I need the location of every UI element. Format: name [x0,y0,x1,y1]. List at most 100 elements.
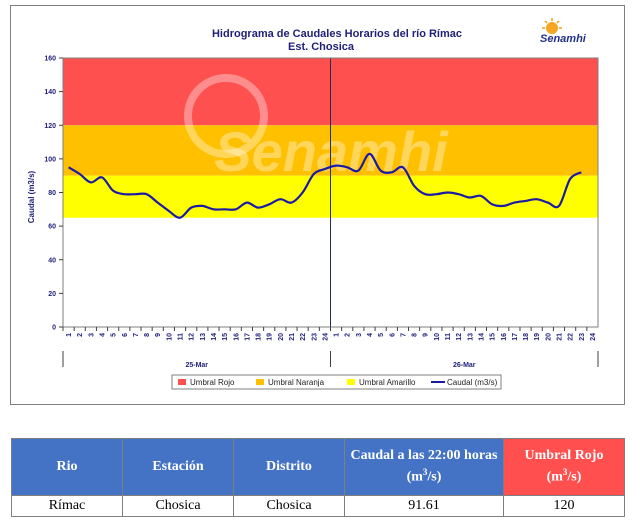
header-caudal-unit-exp: 3 [422,467,428,478]
x-tick-label: 10 [434,333,441,341]
header-umbral-text: Umbral Rojo [524,448,604,464]
x-tick-label: 20 [278,333,285,341]
header-rio: Rio [11,438,123,496]
cell-caudal: 91.61 [344,495,504,517]
header-estacion: Estación [122,438,234,496]
x-tick-label: 13 [467,333,474,341]
x-tick-label: 6 [389,333,396,337]
header-caudal-unit-open: (m [406,469,423,485]
x-tick-label: 22 [568,333,575,341]
watermark: Senamhi [184,74,449,183]
x-tick-label: 17 [244,333,251,341]
header-umbral-unit-open: (m [546,469,563,485]
header-caudal: Caudal a las 22:00 horas (m3/s) [344,438,504,496]
x-tick-label: 21 [556,333,563,341]
y-tick-label: 60 [48,224,56,231]
x-tick-label: 23 [311,333,318,341]
chart-subtitle: Est. Chosica [288,41,355,53]
x-tick-label: 4 [100,333,107,337]
x-tick-label: 8 [412,333,419,337]
cell-distrito: Chosica [233,495,345,517]
y-tick-label: 80 [48,190,56,197]
x-tick-label: 7 [133,333,140,337]
x-tick-label: 17 [512,333,519,341]
legend-label: Umbral Rojo [190,378,235,387]
x-tick-label: 5 [111,333,118,337]
x-tick-label: 15 [490,333,497,341]
series-layer [68,152,582,219]
x-tick-label: 12 [189,333,196,341]
x-tick-label: 2 [345,333,352,337]
day-label: 25-Mar [185,362,208,369]
header-umbral-unit-exp: 3 [562,467,568,478]
x-tick-label: 18 [256,333,263,341]
x-tick-label: 14 [211,333,218,341]
legend-swatch [178,379,186,385]
hydrograph-chart: Hidrograma de Caudales Horarios del río … [27,18,599,390]
x-tick-label: 23 [579,333,586,341]
y-tick-label: 140 [44,89,56,96]
brand-name: Senamhi [540,33,587,45]
x-tick-label: 8 [144,333,151,337]
table-header-row: Rio Estación Distrito Caudal a las 22:00… [11,438,625,496]
summary-table: Rio Estación Distrito Caudal a las 22:00… [11,438,625,517]
x-tick-label: 19 [534,333,541,341]
senamhi-logo: Senamhi [540,18,587,45]
sun-icon [542,18,562,34]
legend: Umbral Rojo Umbral Naranja Umbral Amarillo… [171,374,502,390]
x-tick-label: 11 [445,333,452,341]
x-tick-label: 9 [155,333,162,337]
legend-swatch [256,379,264,385]
x-tick-label: 21 [289,333,296,341]
x-tick-label: 1 [334,333,341,337]
cell-rio: Rímac [11,495,123,517]
x-tick-label: 1 [66,333,73,337]
x-tick-label: 24 [590,333,597,341]
cell-estacion: Chosica [122,495,234,517]
y-tick-label: 0 [52,325,56,332]
x-tick-label: 5 [378,333,385,337]
y-tick-label: 20 [48,291,56,298]
x-tick-label: 10 [166,333,173,341]
header-umbral-unit-close: /s) [567,469,582,485]
x-tick-label: 4 [367,333,374,337]
x-tick-label: 9 [423,333,430,337]
y-tick-label: 40 [48,257,56,264]
x-tick-label: 13 [200,333,207,341]
x-tick-label: 12 [456,333,463,341]
x-tick-label: 3 [356,333,363,337]
chart-title: Hidrograma de Caudales Horarios del río … [212,28,462,40]
header-caudal-unit-close: /s) [427,469,442,485]
x-tick-label: 2 [77,333,84,337]
watermark-text: Senamhi [214,120,449,183]
x-tick-label: 15 [222,333,229,341]
y-tick-label: 160 [44,56,56,63]
legend-swatch [347,379,355,385]
x-tick-label: 7 [400,333,407,337]
x-tick-label: 22 [300,333,307,341]
x-tick-label: 18 [523,333,530,341]
legend-label: Umbral Amarillo [359,378,416,387]
header-distrito: Distrito [233,438,345,496]
x-tick-label: 19 [267,333,274,341]
series-line-caudal [68,152,582,219]
legend-box [171,374,502,390]
table-row: Rímac Chosica Chosica 91.61 120 [11,495,625,517]
x-tick-label: 20 [545,333,552,341]
header-umbral-rojo: Umbral Rojo (m3/s) [503,438,625,496]
legend-label: Caudal (m3/s) [447,378,498,387]
header-caudal-text: Caudal a las 22:00 horas [350,448,498,464]
cell-umbral-rojo: 120 [503,495,625,517]
y-tick-label: 100 [44,156,56,163]
legend-label: Umbral Naranja [268,378,325,387]
x-tick-label: 16 [501,333,508,341]
y-axis-label: Caudal (m3/s) [27,170,36,223]
x-tick-label: 14 [478,333,485,341]
x-tick-label: 16 [233,333,240,341]
x-tick-label: 11 [178,333,185,341]
y-tick-label: 120 [44,123,56,130]
day-label: 26-Mar [453,362,476,369]
x-tick-label: 24 [322,333,329,341]
x-tick-label: 6 [122,333,129,337]
